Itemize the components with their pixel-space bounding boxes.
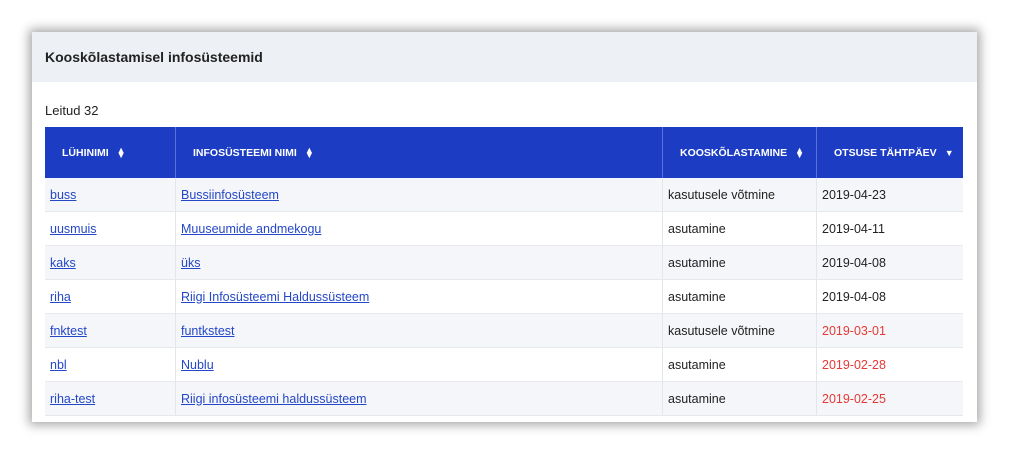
deadline-cell: 2019-04-23: [816, 178, 963, 212]
short-name-link[interactable]: nbl: [50, 357, 67, 372]
short-name-link[interactable]: fnktest: [50, 323, 87, 338]
short-name-cell: uusmuis: [45, 211, 176, 246]
approval-type-cell: asutamine: [662, 211, 817, 246]
sort-both-icon: ▲ ▼: [304, 145, 314, 161]
short-name-link[interactable]: buss: [50, 187, 77, 202]
table-row: nbl Nublu asutamine 2019-02-28: [45, 347, 963, 382]
table-row: riha Riigi Infosüsteemi Haldussüsteem as…: [45, 279, 963, 314]
column-header-short-name[interactable]: LÜHINIMI ▲ ▼: [45, 127, 176, 178]
system-name-link[interactable]: funtkstest: [181, 323, 235, 338]
short-name-cell: nbl: [45, 347, 176, 382]
sort-both-icon: ▲ ▼: [116, 145, 126, 161]
column-label: INFOSÜSTEEMI NIMI: [193, 146, 297, 159]
approval-type-cell: kasutusele võtmine: [662, 313, 817, 348]
system-name-cell: Riigi Infosüsteemi Haldussüsteem: [175, 279, 663, 314]
system-name-link[interactable]: Muuseumide andmekogu: [181, 221, 322, 236]
deadline-cell: 2019-03-01: [816, 313, 963, 348]
deadline-cell: 2019-04-08: [816, 245, 963, 280]
deadline-cell: 2019-02-28: [816, 347, 963, 382]
deadline-cell: 2019-04-08: [816, 279, 963, 314]
table-row: fnktest funtkstest kasutusele võtmine 20…: [45, 313, 963, 348]
systems-card: Kooskõlastamisel infosüsteemid Leitud 32…: [32, 32, 977, 422]
short-name-link[interactable]: kaks: [50, 255, 76, 270]
table-row: uusmuis Muuseumide andmekogu asutamine 2…: [45, 211, 963, 246]
short-name-cell: buss: [45, 178, 176, 212]
system-name-link[interactable]: Bussiinfosüsteem: [181, 187, 279, 202]
short-name-cell: riha-test: [45, 381, 176, 416]
column-label: KOOSKÕLASTAMINE: [680, 146, 788, 159]
deadline-cell: 2019-02-25: [816, 381, 963, 416]
system-name-cell: üks: [175, 245, 663, 280]
system-name-link[interactable]: Nublu: [181, 357, 214, 372]
table-row: kaks üks asutamine 2019-04-08: [45, 245, 963, 280]
column-header-approval[interactable]: KOOSKÕLASTAMINE ▲ ▼: [662, 127, 817, 178]
system-name-cell: Nublu: [175, 347, 663, 382]
column-header-system-name[interactable]: INFOSÜSTEEMI NIMI ▲ ▼: [175, 127, 663, 178]
card-title: Kooskõlastamisel infosüsteemid: [32, 32, 977, 82]
table-row: riha-test Riigi infosüsteemi haldussüste…: [45, 381, 963, 416]
approval-type-cell: kasutusele võtmine: [662, 178, 817, 212]
approval-type-cell: asutamine: [662, 381, 817, 416]
system-name-link[interactable]: üks: [181, 255, 201, 270]
sort-both-icon: ▲ ▼: [795, 145, 805, 161]
short-name-cell: fnktest: [45, 313, 176, 348]
short-name-cell: kaks: [45, 245, 176, 280]
sort-desc-icon: ▼: [944, 147, 954, 158]
column-label: LÜHINIMI: [62, 146, 109, 159]
approval-type-cell: asutamine: [662, 245, 817, 280]
result-count: Leitud 32: [45, 103, 99, 118]
short-name-link[interactable]: riha-test: [50, 391, 96, 406]
systems-table: LÜHINIMI ▲ ▼ INFOSÜSTEEMI NIMI ▲ ▼ KOOSKÕLAS…: [45, 127, 963, 416]
column-label: OTSUSE TÄHTPÄEV: [834, 146, 937, 159]
system-name-cell: Muuseumide andmekogu: [175, 211, 663, 246]
approval-type-cell: asutamine: [662, 347, 817, 382]
short-name-cell: riha: [45, 279, 176, 314]
approval-type-cell: asutamine: [662, 279, 817, 314]
column-header-deadline[interactable]: OTSUSE TÄHTPÄEV ▼: [816, 127, 963, 178]
system-name-link[interactable]: Riigi Infosüsteemi Haldussüsteem: [181, 289, 370, 304]
short-name-link[interactable]: riha: [50, 289, 71, 304]
deadline-cell: 2019-04-11: [816, 211, 963, 246]
system-name-link[interactable]: Riigi infosüsteemi haldussüsteem: [181, 391, 367, 406]
system-name-cell: Riigi infosüsteemi haldussüsteem: [175, 381, 663, 416]
system-name-cell: funtkstest: [175, 313, 663, 348]
short-name-link[interactable]: uusmuis: [50, 221, 97, 236]
table-row: buss Bussiinfosüsteem kasutusele võtmine…: [45, 178, 963, 212]
system-name-cell: Bussiinfosüsteem: [175, 178, 663, 212]
